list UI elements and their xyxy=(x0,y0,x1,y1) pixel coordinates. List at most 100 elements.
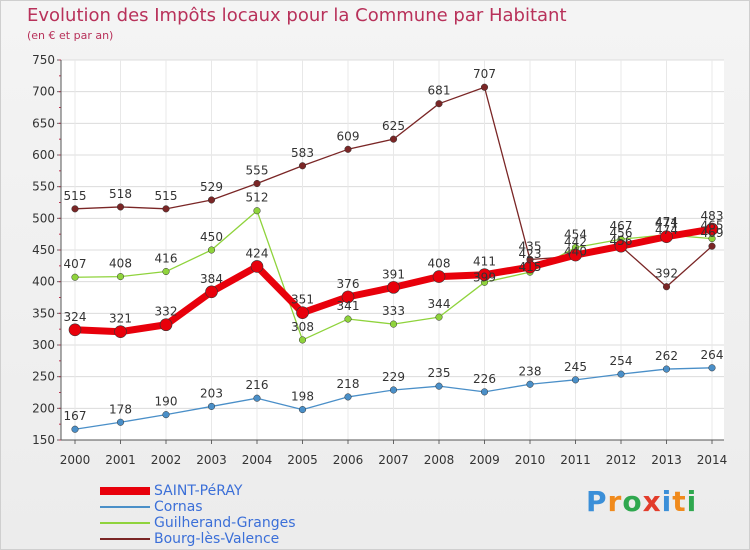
line-chart: 150 200 250 300 350 400 450 500 550 600 650 700 750 2… xyxy=(32,53,728,467)
data-label-bourg-l-s-valence: 555 xyxy=(246,164,269,178)
logo-letter: t xyxy=(672,485,687,518)
data-label-cornas: 229 xyxy=(382,370,405,384)
point-saint-p-ray xyxy=(523,260,537,274)
y-tick-label: 400 xyxy=(32,275,55,289)
point-bourg-l-s-valence xyxy=(116,203,125,211)
point-guilherand-granges xyxy=(71,273,79,281)
x-tick-label: 2004 xyxy=(242,453,273,467)
data-label-guilherand-granges: 474 xyxy=(655,215,678,229)
data-label-saint-p-ray: 376 xyxy=(337,277,360,291)
y-tick-label: 700 xyxy=(32,85,55,99)
data-label-cornas: 235 xyxy=(428,366,451,380)
data-label-saint-p-ray: 456 xyxy=(610,226,633,240)
data-label-saint-p-ray: 332 xyxy=(155,305,178,319)
point-guilherand-granges xyxy=(344,315,352,323)
x-tick-label: 2003 xyxy=(196,453,227,467)
data-label-cornas: 198 xyxy=(291,390,314,404)
legend-label: Guilherand-Granges xyxy=(154,515,296,531)
point-cornas xyxy=(71,425,79,433)
data-label-cornas: 245 xyxy=(564,360,587,374)
point-saint-p-ray xyxy=(205,285,218,299)
legend-label: SAINT-PéRAY xyxy=(154,483,243,499)
x-tick-label: 2001 xyxy=(105,453,136,467)
data-label-extra: 469 xyxy=(701,226,724,240)
point-bourg-l-s-valence xyxy=(207,196,216,204)
x-tick-label: 2010 xyxy=(515,453,546,467)
point-cornas xyxy=(571,376,580,384)
logo-letter: r xyxy=(607,485,623,518)
point-saint-p-ray xyxy=(660,230,673,243)
point-bourg-l-s-valence xyxy=(298,162,307,170)
point-saint-p-ray xyxy=(432,270,446,283)
point-bourg-l-s-valence xyxy=(71,205,79,213)
point-saint-p-ray xyxy=(569,248,582,262)
data-label-guilherand-granges: 308 xyxy=(291,320,314,334)
data-label-saint-p-ray: 391 xyxy=(382,267,405,281)
x-tick-label: 2012 xyxy=(606,453,637,467)
data-label-guilherand-granges: 465 xyxy=(701,219,724,233)
y-tick-label: 300 xyxy=(32,338,55,352)
x-tick-label: 2000 xyxy=(60,453,91,467)
point-bourg-l-s-valence xyxy=(344,145,352,153)
y-tick-label: 250 xyxy=(32,370,55,384)
point-bourg-l-s-valence xyxy=(662,283,671,291)
data-label-guilherand-granges: 407 xyxy=(64,257,87,271)
point-cornas xyxy=(617,370,625,378)
data-label-guilherand-granges: 408 xyxy=(109,257,132,271)
x-tick-label: 2011 xyxy=(560,453,591,467)
data-label-bourg-l-s-valence: 681 xyxy=(428,84,451,98)
x-tick-label: 2002 xyxy=(151,453,182,467)
point-saint-p-ray xyxy=(705,222,719,236)
data-label-extra: 474 xyxy=(655,223,678,237)
point-guilherand-granges xyxy=(389,320,398,328)
x-tick-label: 2014 xyxy=(697,453,728,467)
data-label-extra: 440 xyxy=(564,244,587,258)
data-label-extra: 456 xyxy=(610,234,633,248)
y-tick-label: 200 xyxy=(32,401,55,415)
y-tick-label: 350 xyxy=(32,306,55,320)
point-bourg-l-s-valence xyxy=(708,242,716,250)
point-saint-p-ray xyxy=(614,239,628,253)
data-label-extra: 415 xyxy=(519,260,542,274)
data-label-cornas: 216 xyxy=(246,378,269,392)
x-tick-label: 2007 xyxy=(378,453,409,467)
point-bourg-l-s-valence xyxy=(253,179,261,188)
y-tick-label: 750 xyxy=(32,53,55,67)
data-label-guilherand-granges: 467 xyxy=(610,219,633,233)
point-guilherand-granges xyxy=(253,207,261,215)
data-label-bourg-l-s-valence: 435 xyxy=(519,240,542,254)
y-tick-label: 600 xyxy=(32,148,55,162)
point-bourg-l-s-valence xyxy=(389,135,398,143)
x-tick-label: 2005 xyxy=(287,453,318,467)
point-cornas xyxy=(435,382,443,390)
data-label-saint-p-ray: 423 xyxy=(519,247,542,261)
legend-swatch xyxy=(100,538,150,540)
x-tick-label: 2006 xyxy=(333,453,364,467)
data-label-saint-p-ray: 411 xyxy=(473,255,496,269)
logo-letter: x xyxy=(642,485,662,518)
data-label-saint-p-ray: 324 xyxy=(64,310,87,324)
data-label-guilherand-granges: 416 xyxy=(155,252,178,266)
logo-letter: o xyxy=(622,485,643,518)
data-label-saint-p-ray: 321 xyxy=(109,312,132,326)
chart-title: Evolution des Impôts locaux pour la Comm… xyxy=(27,5,567,26)
point-cornas xyxy=(116,418,125,426)
point-guilherand-granges xyxy=(435,313,443,321)
data-label-saint-p-ray: 384 xyxy=(200,272,223,286)
point-saint-p-ray xyxy=(341,290,355,304)
point-saint-p-ray xyxy=(159,318,173,332)
point-cornas xyxy=(207,402,216,410)
point-bourg-l-s-valence xyxy=(162,205,170,213)
data-label-guilherand-granges: 341 xyxy=(337,299,360,313)
point-cornas xyxy=(344,393,352,401)
data-label-bourg-l-s-valence: 583 xyxy=(291,146,314,160)
point-cornas xyxy=(298,406,307,414)
data-label-cornas: 264 xyxy=(701,348,724,362)
data-label-saint-p-ray: 424 xyxy=(246,246,269,260)
legend-swatch xyxy=(100,506,150,508)
data-label-bourg-l-s-valence: 515 xyxy=(64,189,87,203)
data-label-saint-p-ray: 483 xyxy=(701,209,724,223)
point-saint-p-ray xyxy=(250,260,264,273)
point-saint-p-ray xyxy=(296,306,309,320)
legend-label: Cornas xyxy=(154,499,203,515)
